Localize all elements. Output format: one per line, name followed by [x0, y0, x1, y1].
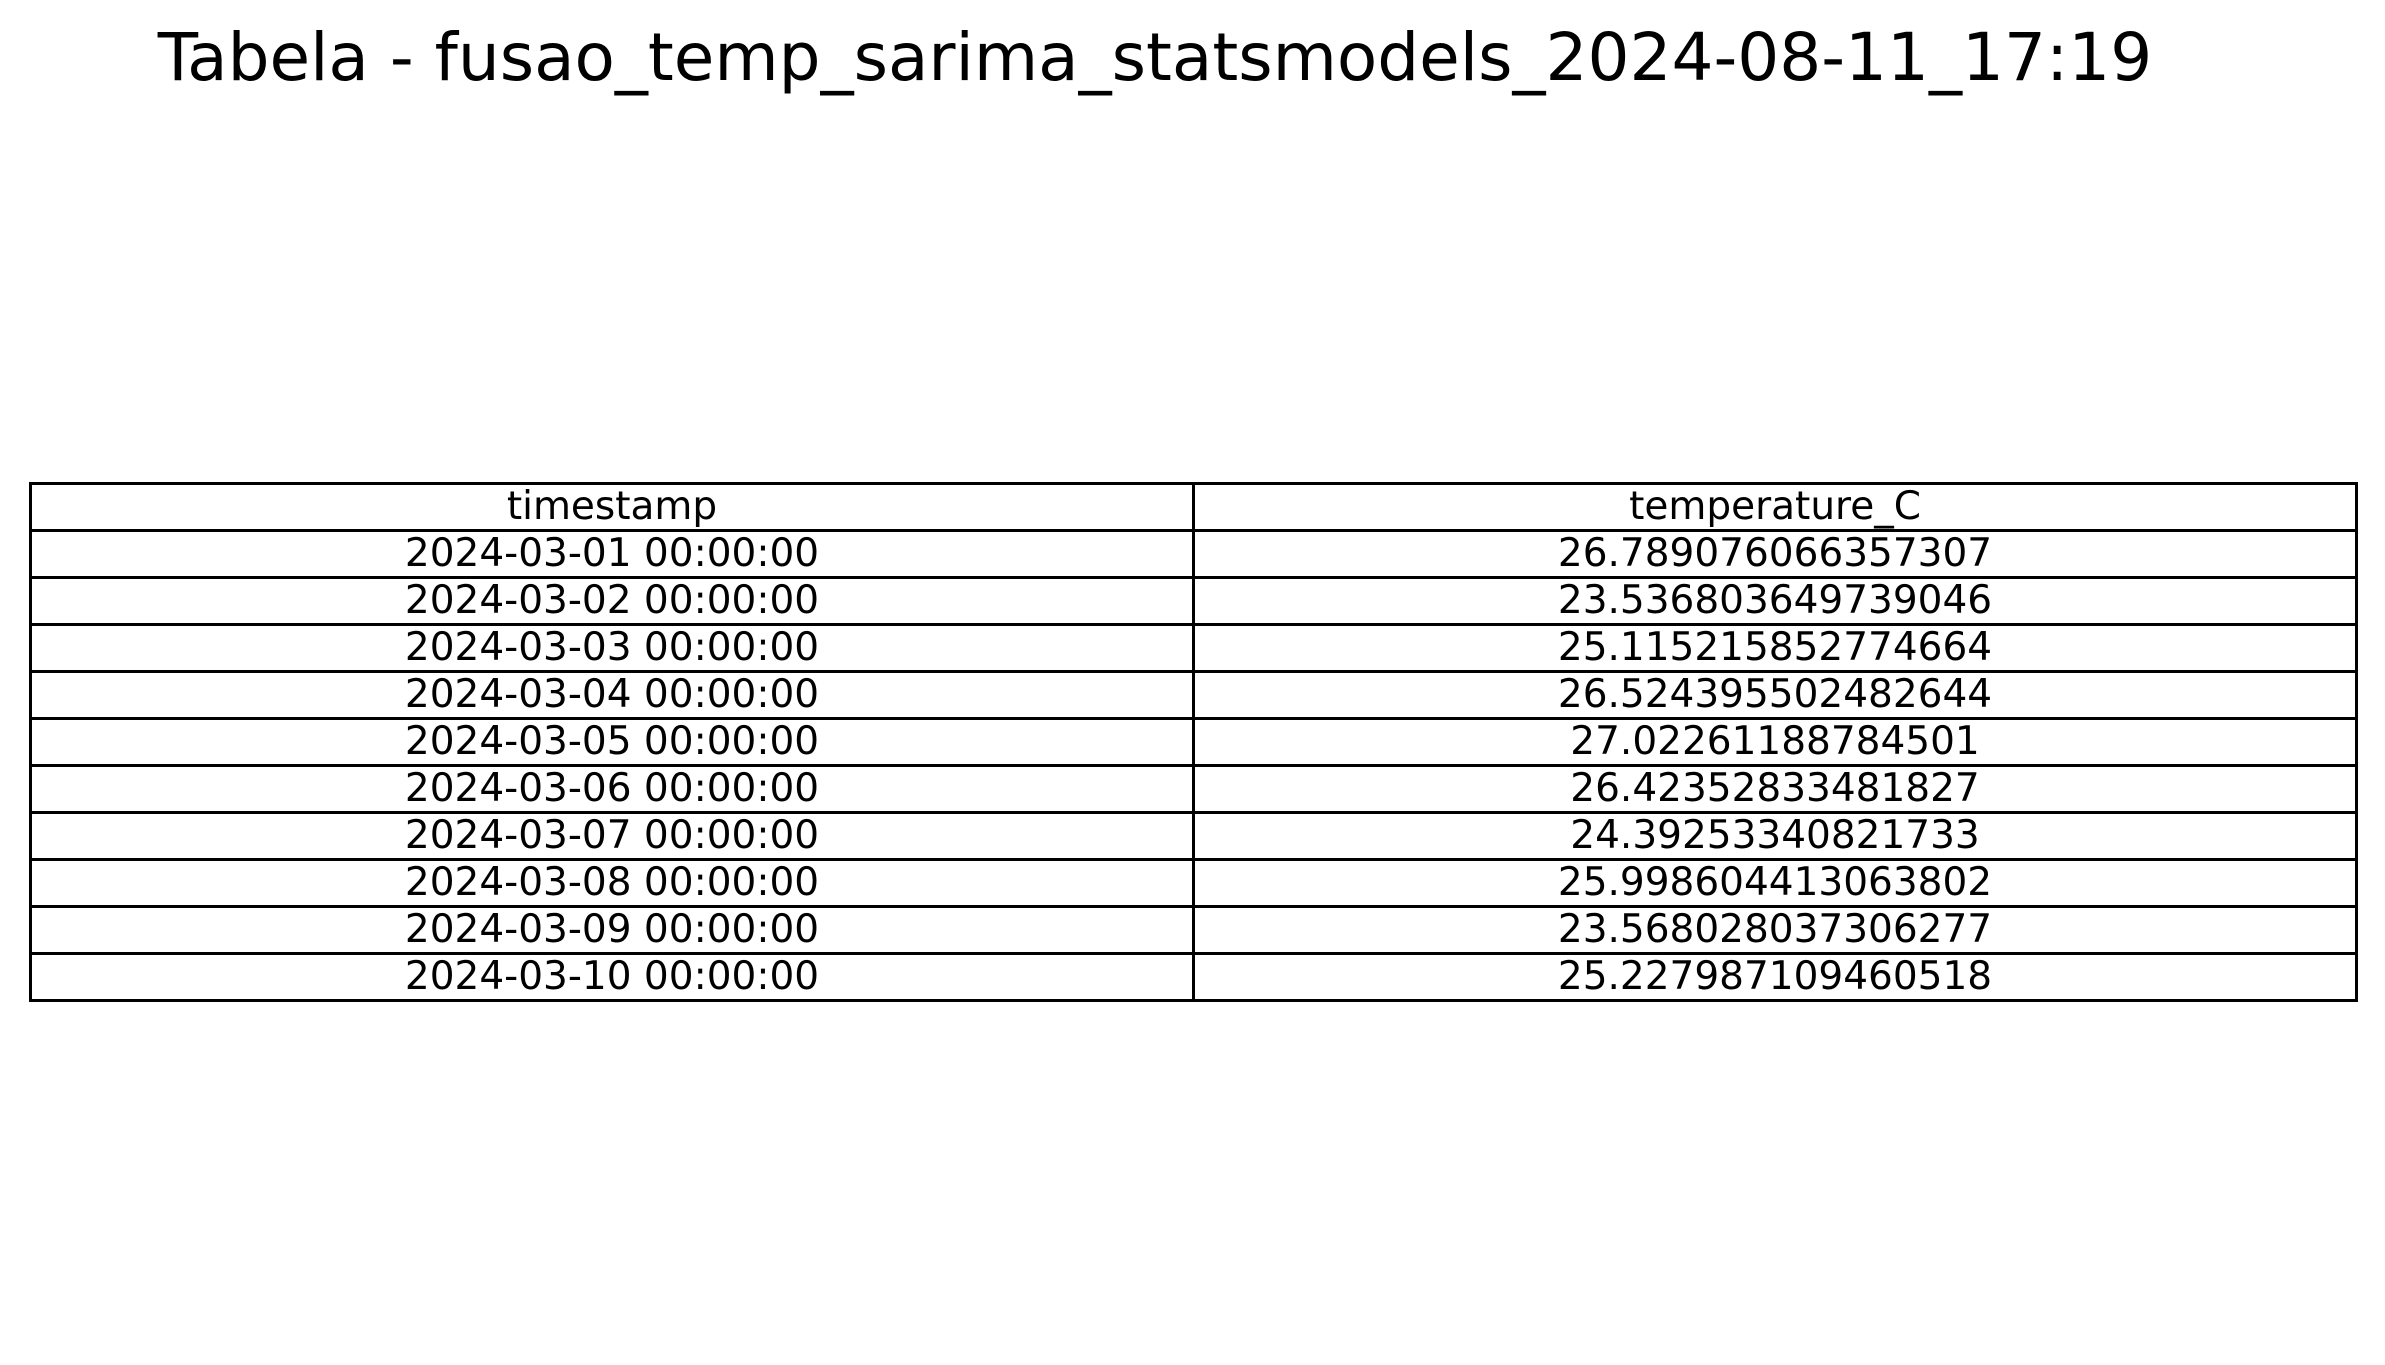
data-table-container: timestamp temperature_C 2024-03-01 00:00…: [29, 482, 2358, 1002]
table-row: 2024-03-02 00:00:00 23.536803649739046: [29, 576, 2358, 626]
temperature-cell: 27.02261188784501: [1192, 717, 2358, 767]
temperature-cell: 25.998604413063802: [1192, 858, 2358, 908]
timestamp-cell: 2024-03-05 00:00:00: [29, 717, 1195, 767]
timestamp-cell: 2024-03-04 00:00:00: [29, 670, 1195, 720]
timestamp-cell: 2024-03-10 00:00:00: [29, 952, 1195, 1002]
temperature-cell: 26.42352833481827: [1192, 764, 2358, 814]
table-title: Tabela - fusao_temp_sarima_statsmodels_2…: [157, 19, 2153, 96]
table-row: 2024-03-05 00:00:00 27.02261188784501: [29, 717, 2358, 767]
temperature-cell: 26.524395502482644: [1192, 670, 2358, 720]
temperature-cell: 26.789076066357307: [1192, 529, 2358, 579]
column-header-timestamp: timestamp: [29, 482, 1195, 532]
table-row: 2024-03-10 00:00:00 25.227987109460518: [29, 952, 2358, 1002]
timestamp-cell: 2024-03-06 00:00:00: [29, 764, 1195, 814]
table-row: 2024-03-06 00:00:00 26.42352833481827: [29, 764, 2358, 814]
table-body: 2024-03-01 00:00:00 26.789076066357307 202…: [29, 529, 2358, 1002]
timestamp-cell: 2024-03-09 00:00:00: [29, 905, 1195, 955]
temperature-cell: 24.39253340821733: [1192, 811, 2358, 861]
temperature-cell: 23.536803649739046: [1192, 576, 2358, 626]
timestamp-cell: 2024-03-02 00:00:00: [29, 576, 1195, 626]
timestamp-cell: 2024-03-08 00:00:00: [29, 858, 1195, 908]
table-row: 2024-03-04 00:00:00 26.524395502482644: [29, 670, 2358, 720]
table-row: 2024-03-03 00:00:00 25.115215852774664: [29, 623, 2358, 673]
temperature-cell: 25.227987109460518: [1192, 952, 2358, 1002]
table-row: 2024-03-07 00:00:00 24.39253340821733: [29, 811, 2358, 861]
timestamp-cell: 2024-03-01 00:00:00: [29, 529, 1195, 579]
table-header-row: timestamp temperature_C: [29, 482, 2358, 532]
temperature-cell: 25.115215852774664: [1192, 623, 2358, 673]
data-table: timestamp temperature_C 2024-03-01 00:00…: [29, 482, 2358, 1002]
table-row: 2024-03-09 00:00:00 23.568028037306277: [29, 905, 2358, 955]
table-row: 2024-03-08 00:00:00 25.998604413063802: [29, 858, 2358, 908]
timestamp-cell: 2024-03-07 00:00:00: [29, 811, 1195, 861]
timestamp-cell: 2024-03-03 00:00:00: [29, 623, 1195, 673]
temperature-cell: 23.568028037306277: [1192, 905, 2358, 955]
table-row: 2024-03-01 00:00:00 26.789076066357307: [29, 529, 2358, 579]
column-header-temperature: temperature_C: [1192, 482, 2358, 532]
